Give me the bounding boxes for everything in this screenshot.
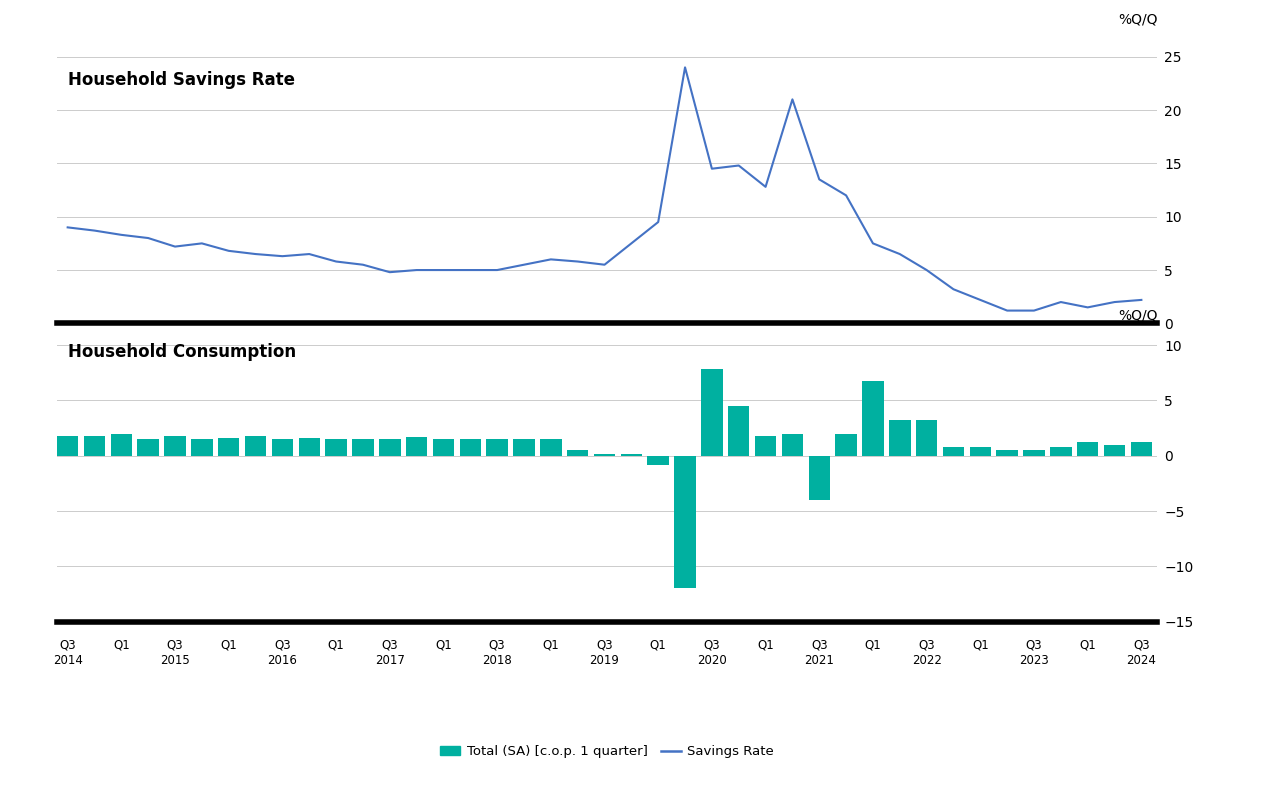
Bar — [1077, 443, 1098, 456]
Bar — [593, 454, 615, 456]
Bar — [1023, 450, 1045, 456]
Bar — [755, 435, 777, 456]
Bar — [621, 454, 643, 456]
Bar — [138, 439, 159, 456]
Bar — [245, 435, 267, 456]
Text: Household Consumption: Household Consumption — [68, 343, 296, 361]
Bar — [808, 456, 830, 500]
Bar — [218, 438, 239, 456]
Bar — [567, 450, 588, 456]
Bar — [191, 439, 213, 456]
Bar — [164, 435, 186, 456]
Bar — [380, 439, 401, 456]
Bar — [110, 434, 132, 456]
Bar — [406, 437, 428, 456]
Bar — [299, 438, 320, 456]
Bar — [433, 439, 454, 456]
Bar — [674, 456, 696, 589]
Bar — [916, 421, 937, 456]
Text: %Q/Q: %Q/Q — [1118, 13, 1157, 27]
Bar — [942, 447, 964, 456]
Bar — [57, 435, 78, 456]
Bar — [83, 435, 105, 456]
Text: Household Savings Rate: Household Savings Rate — [68, 72, 295, 90]
Bar — [325, 439, 347, 456]
Bar — [835, 434, 856, 456]
Bar — [701, 369, 722, 456]
Bar — [727, 406, 749, 456]
Bar — [969, 447, 990, 456]
Bar — [487, 439, 507, 456]
Bar — [997, 450, 1018, 456]
Bar — [863, 380, 884, 456]
Bar — [514, 439, 535, 456]
Legend: Total (SA) [c.o.p. 1 quarter], Savings Rate: Total (SA) [c.o.p. 1 quarter], Savings R… — [435, 740, 779, 764]
Bar — [459, 439, 481, 456]
Bar — [782, 434, 803, 456]
Bar — [1131, 443, 1152, 456]
Bar — [1050, 447, 1071, 456]
Bar — [1104, 445, 1126, 456]
Bar — [352, 439, 373, 456]
Bar — [889, 421, 911, 456]
Text: %Q/Q: %Q/Q — [1118, 308, 1157, 322]
Bar — [540, 439, 562, 456]
Bar — [648, 456, 669, 465]
Bar — [272, 439, 293, 456]
